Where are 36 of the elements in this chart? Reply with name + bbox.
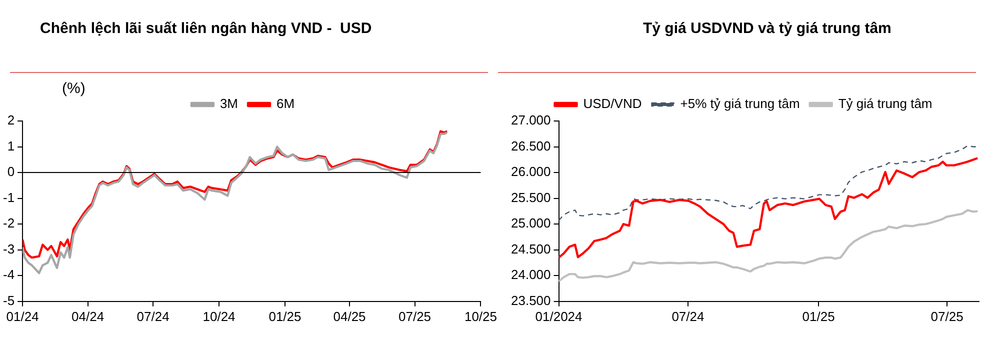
legend-label: USD/VND xyxy=(583,96,642,112)
chart-title: Tỷ giá USDVND và tỷ giá trung tâm xyxy=(643,20,892,37)
y-tick-label: -2 xyxy=(2,216,15,231)
x-tick-label: 07/24 xyxy=(672,308,704,324)
y-tick-label: 27.000 xyxy=(510,112,551,128)
y-tick-label: -1 xyxy=(2,190,15,205)
x-tick-label: 10/24 xyxy=(202,308,236,324)
y-tick-label: 26.500 xyxy=(510,138,551,154)
x-tick-label: 01/2024 xyxy=(535,308,582,324)
legend-label: Tỷ giá trung tâm xyxy=(838,96,932,112)
x-tick-label: 04/24 xyxy=(72,308,104,324)
y-tick-label: 1 xyxy=(7,138,15,154)
y-tick-label: 2 xyxy=(7,112,15,128)
x-tick-label: 04/25 xyxy=(333,308,366,324)
y-tick-label: -5 xyxy=(2,292,15,308)
y-tick-label: -3 xyxy=(2,241,15,256)
y-tick-label: 0 xyxy=(7,164,15,180)
chart-title: Chênh lệch lãi suất liên ngân hàng VND - USD xyxy=(40,20,372,37)
x-tick-label: 07/25 xyxy=(930,308,964,324)
x-tick-label: 01/25 xyxy=(802,308,835,324)
x-tick-label: 07/25 xyxy=(398,308,432,324)
y-tick-label: 24.500 xyxy=(510,241,551,256)
y-tick-label: 24.000 xyxy=(510,267,551,282)
x-tick-label: 10/25 xyxy=(464,308,498,324)
legend-label: 3M xyxy=(220,96,238,112)
y-tick-label: 25.500 xyxy=(510,190,551,205)
y-tick-label: 26.000 xyxy=(510,164,551,180)
y-tick-label: 25.000 xyxy=(510,216,551,231)
y-tick-label: 23.500 xyxy=(510,292,551,308)
x-tick-label: 01/24 xyxy=(6,308,39,324)
x-tick-label: 01/25 xyxy=(268,308,302,324)
legend-label: +5% tỷ giá trung tâm xyxy=(680,96,800,112)
x-tick-label: 07/24 xyxy=(136,308,170,324)
y-axis-title: (%) xyxy=(62,80,86,97)
y-tick-label: -4 xyxy=(2,267,15,282)
legend-label: 6M xyxy=(276,96,295,112)
